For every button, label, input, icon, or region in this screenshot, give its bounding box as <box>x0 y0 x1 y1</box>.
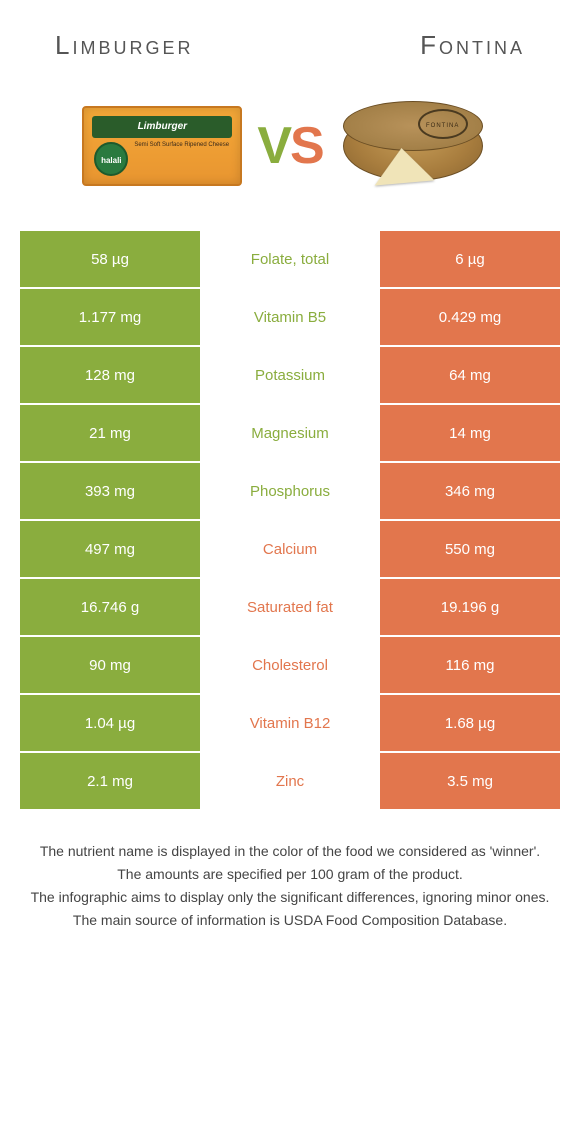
left-value: 128 mg <box>20 347 200 403</box>
limburger-image: Limburger halali Semi Soft Surface Ripen… <box>77 91 247 201</box>
left-value: 58 µg <box>20 231 200 287</box>
left-value: 497 mg <box>20 521 200 577</box>
footer-line: The infographic aims to display only the… <box>25 887 555 908</box>
left-value: 393 mg <box>20 463 200 519</box>
right-value: 0.429 mg <box>380 289 560 345</box>
limburger-badge: halali <box>94 142 128 176</box>
limburger-brand-label: Limburger <box>92 116 232 138</box>
right-value: 14 mg <box>380 405 560 461</box>
right-value: 3.5 mg <box>380 753 560 809</box>
left-value: 1.177 mg <box>20 289 200 345</box>
nutrient-table: 58 µgFolate, total6 µg1.177 mgVitamin B5… <box>20 231 560 811</box>
footer-notes: The nutrient name is displayed in the co… <box>0 811 580 963</box>
nutrient-label: Phosphorus <box>200 463 380 519</box>
left-value: 2.1 mg <box>20 753 200 809</box>
right-value: 346 mg <box>380 463 560 519</box>
vs-label: VS <box>257 116 322 176</box>
left-value: 90 mg <box>20 637 200 693</box>
left-value: 16.746 g <box>20 579 200 635</box>
nutrient-label: Potassium <box>200 347 380 403</box>
right-value: 116 mg <box>380 637 560 693</box>
right-title: Fontina <box>420 30 525 61</box>
right-value: 64 mg <box>380 347 560 403</box>
right-value: 19.196 g <box>380 579 560 635</box>
footer-line: The amounts are specified per 100 gram o… <box>25 864 555 885</box>
right-value: 550 mg <box>380 521 560 577</box>
right-value: 1.68 µg <box>380 695 560 751</box>
nutrient-label: Folate, total <box>200 231 380 287</box>
nutrient-label: Vitamin B12 <box>200 695 380 751</box>
table-row: 128 mgPotassium64 mg <box>20 347 560 405</box>
table-row: 58 µgFolate, total6 µg <box>20 231 560 289</box>
nutrient-label: Zinc <box>200 753 380 809</box>
table-row: 393 mgPhosphorus346 mg <box>20 463 560 521</box>
right-value: 6 µg <box>380 231 560 287</box>
limburger-desc: Semi Soft Surface Ripened Cheese <box>134 142 229 149</box>
table-row: 2.1 mgZinc3.5 mg <box>20 753 560 811</box>
header: Limburger Fontina <box>0 0 580 71</box>
fontina-image: FONTINA <box>333 91 503 201</box>
nutrient-label: Calcium <box>200 521 380 577</box>
nutrient-label: Vitamin B5 <box>200 289 380 345</box>
table-row: 90 mgCholesterol116 mg <box>20 637 560 695</box>
table-row: 21 mgMagnesium14 mg <box>20 405 560 463</box>
nutrient-label: Cholesterol <box>200 637 380 693</box>
left-value: 21 mg <box>20 405 200 461</box>
table-row: 16.746 gSaturated fat19.196 g <box>20 579 560 637</box>
table-row: 497 mgCalcium550 mg <box>20 521 560 579</box>
left-title: Limburger <box>55 30 193 61</box>
left-value: 1.04 µg <box>20 695 200 751</box>
table-row: 1.177 mgVitamin B50.429 mg <box>20 289 560 347</box>
footer-line: The nutrient name is displayed in the co… <box>25 841 555 862</box>
footer-line: The main source of information is USDA F… <box>25 910 555 931</box>
table-row: 1.04 µgVitamin B121.68 µg <box>20 695 560 753</box>
fontina-stamp: FONTINA <box>418 109 468 139</box>
nutrient-label: Magnesium <box>200 405 380 461</box>
nutrient-label: Saturated fat <box>200 579 380 635</box>
images-row: Limburger halali Semi Soft Surface Ripen… <box>0 71 580 231</box>
